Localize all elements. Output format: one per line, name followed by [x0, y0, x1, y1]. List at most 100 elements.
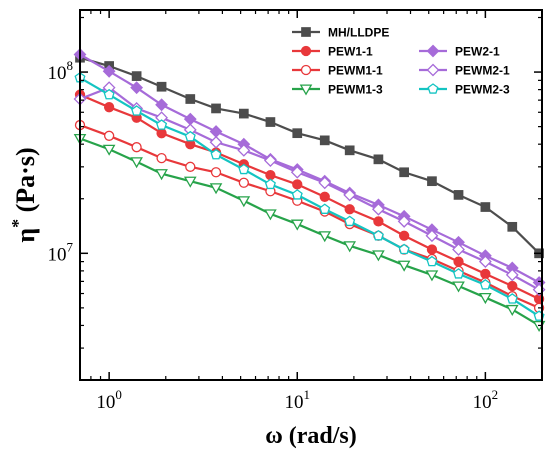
data-point [103, 130, 115, 141]
data-point [265, 117, 276, 127]
data-point [372, 250, 385, 262]
y-tick-exp: 8 [67, 58, 74, 73]
legend-label: PEW1-1 [328, 45, 373, 59]
data-point [452, 281, 465, 293]
legend: MH/LLDPE PEW1-1 PEW2-1 PEWM1-1 PEWM2-1 PEWM1-… [292, 26, 510, 97]
data-point [264, 209, 277, 221]
data-point [453, 268, 465, 279]
legend-label: MH/LLDPE [328, 26, 389, 40]
data-point [480, 202, 491, 212]
data-point [103, 102, 115, 113]
plot-frame [79, 9, 543, 381]
legend-swatch-marker [427, 83, 439, 94]
data-point [185, 94, 196, 104]
data-point [156, 152, 167, 164]
series-pewm2-1 [73, 81, 546, 297]
data-point [505, 268, 519, 282]
legend-entry: PEWM1-3 [292, 83, 383, 97]
data-point [506, 293, 518, 304]
data-point [344, 204, 355, 215]
series-line [79, 137, 540, 327]
data-point [343, 241, 357, 253]
data-point [318, 231, 332, 243]
data-point [185, 161, 196, 172]
y-axis-title-main: η [11, 228, 40, 243]
data-point [156, 128, 167, 139]
data-point [265, 169, 276, 181]
legend-swatch-marker [300, 45, 312, 57]
data-point [263, 154, 277, 167]
data-point [507, 221, 518, 232]
data-point [131, 105, 143, 116]
minor-tick-layer [79, 10, 543, 381]
x-tick-label-layer: 100 101 102 [96, 387, 498, 413]
data-point [453, 190, 464, 200]
data-point [183, 112, 197, 126]
x-tick-exp: 2 [492, 387, 499, 402]
y-tick-base: 10 [48, 63, 67, 84]
data-point [427, 176, 437, 187]
data-point [398, 243, 410, 255]
data-point [292, 128, 303, 139]
data-point [318, 176, 332, 190]
data-point [209, 183, 223, 195]
x-tick-exp: 1 [304, 387, 311, 402]
data-point [210, 167, 222, 178]
data-point [344, 145, 355, 156]
data-point [478, 255, 492, 269]
data-point [130, 81, 144, 95]
x-tick-label: 101 [285, 387, 311, 413]
data-point [319, 135, 330, 146]
y-axis-title-sup: * [8, 219, 28, 228]
data-point [156, 81, 167, 92]
legend-entry: MH/LLDPE [292, 26, 389, 40]
data-point [102, 144, 116, 156]
data-point [479, 293, 492, 305]
x-tick-base: 10 [285, 392, 304, 413]
data-point [291, 189, 303, 200]
data-point [155, 98, 168, 112]
y-tick-exp: 7 [67, 239, 74, 254]
series-line [79, 124, 540, 309]
series-pewm1-3 [73, 133, 546, 332]
legend-swatch-marker [299, 84, 313, 96]
data-point [425, 270, 439, 282]
data-point [209, 135, 223, 149]
data-point [399, 167, 409, 178]
data-point [344, 215, 356, 227]
legend-swatch-marker [426, 63, 440, 77]
data-point [372, 229, 384, 241]
data-point [426, 255, 438, 267]
data-point [343, 188, 357, 202]
x-axis-title: ω (rad/s) [265, 423, 357, 449]
legend-entry: PEW2-1 [419, 45, 500, 59]
x-tick-label: 102 [473, 387, 499, 413]
legend-entry: PEWM1-1 [292, 64, 383, 78]
series-mh-lldpe [75, 52, 544, 259]
x-tick-base: 10 [96, 392, 115, 413]
data-point [238, 177, 249, 188]
legend-swatch-marker [300, 64, 312, 76]
data-point [238, 108, 249, 119]
series-line [79, 53, 540, 284]
series-pewm2-3 [74, 71, 545, 321]
y-axis-title-rest: (Pa·s) [11, 147, 40, 219]
data-point [319, 203, 331, 214]
x-tick-base: 10 [473, 392, 492, 413]
data-point [237, 196, 251, 208]
data-point [397, 214, 411, 228]
major-tick-layer [80, 10, 542, 380]
data-point [131, 71, 142, 81]
data-point [237, 143, 251, 157]
legend-label: PEW2-1 [455, 45, 500, 59]
data-point [102, 64, 116, 78]
data-point [507, 280, 518, 292]
y-tick-label: 108 [48, 58, 74, 84]
data-point [479, 279, 491, 290]
series-pew1-1 [74, 89, 545, 305]
y-tick-base: 10 [48, 244, 67, 265]
data-point [156, 119, 168, 130]
data-point [264, 178, 276, 190]
data-point [238, 163, 250, 175]
